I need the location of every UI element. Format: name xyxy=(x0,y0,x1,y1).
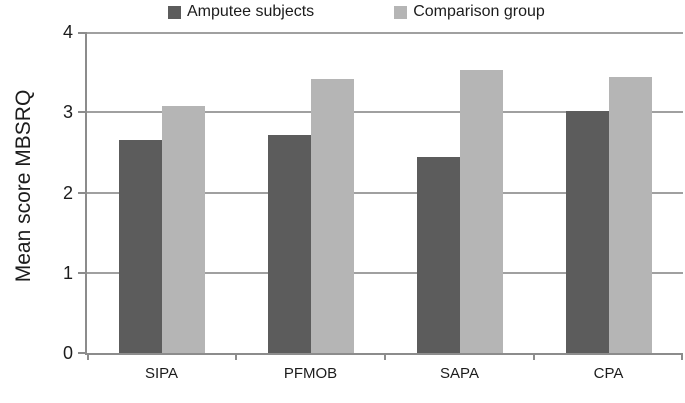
legend-label: Comparison group xyxy=(413,3,545,20)
chart-legend: Amputee subjects Comparison group xyxy=(168,3,545,21)
bar-sipa-comparison xyxy=(161,105,205,353)
x-tick-label-sapa: SAPA xyxy=(440,365,479,382)
y-tick-label: 2 xyxy=(62,182,73,203)
bar-cpa-amputee xyxy=(565,111,609,353)
y-tick-label: 1 xyxy=(62,262,73,283)
x-axis-tick xyxy=(87,355,89,360)
x-tick-label-sipa: SIPA xyxy=(144,365,179,382)
bar-sipa-amputee xyxy=(118,140,162,353)
y-axis-tick xyxy=(78,271,85,274)
y-tick-label: 0 xyxy=(62,343,73,363)
y-axis-tick xyxy=(78,352,85,354)
bar-sapa-amputee xyxy=(416,157,460,353)
plot-area: 0 1 2 3 4 SIPA PFMOB SAPA CPA xyxy=(63,22,683,382)
x-axis-tick xyxy=(235,355,237,360)
legend-item-amputee-subjects: Amputee subjects xyxy=(168,3,314,21)
bar-pfmob-comparison xyxy=(310,79,354,353)
x-axis-tick xyxy=(384,355,386,360)
bar-sapa-comparison xyxy=(459,69,503,353)
bar-cpa-comparison xyxy=(608,76,652,353)
legend-swatch-icon xyxy=(394,5,408,19)
gridline-y-3 xyxy=(87,111,683,114)
gridline-y-2 xyxy=(87,191,683,194)
x-axis-tick xyxy=(533,355,535,360)
y-axis-tick xyxy=(78,111,85,114)
x-tick-label-pfmob: PFMOB xyxy=(283,365,338,382)
y-axis-tick xyxy=(78,191,85,194)
y-axis-tick xyxy=(78,32,85,34)
legend-swatch-icon xyxy=(168,5,181,19)
gridline-y-4 xyxy=(87,32,683,34)
x-tick-label-cpa: CPA xyxy=(593,365,624,382)
bar-pfmob-amputee xyxy=(267,134,311,353)
gridline-y-1 xyxy=(87,271,683,274)
legend-label: Amputee subjects xyxy=(187,3,315,20)
y-tick-label: 3 xyxy=(62,102,73,123)
y-axis-title: Mean score MBSRQ xyxy=(12,89,35,283)
x-axis-tick xyxy=(681,355,683,360)
legend-item-comparison-group: Comparison group xyxy=(394,3,545,21)
y-tick-label: 4 xyxy=(62,22,73,42)
